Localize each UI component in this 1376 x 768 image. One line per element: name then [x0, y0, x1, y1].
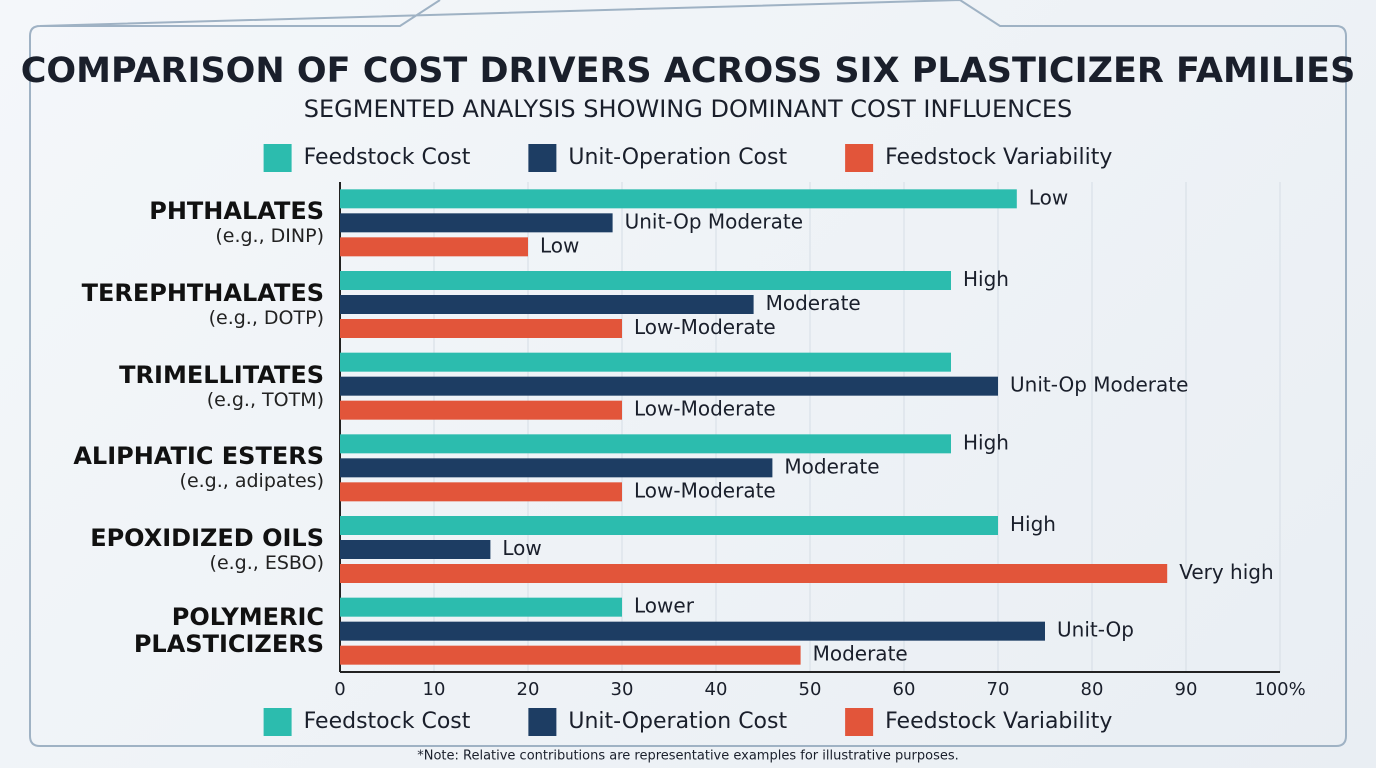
bar [340, 213, 613, 233]
bar [340, 376, 998, 396]
legend-swatch [528, 144, 557, 172]
category-label: POLYMERIC PLASTICIZERS [134, 604, 324, 658]
bar-label: Low-Moderate [634, 397, 776, 421]
bar [340, 400, 622, 420]
chart-title: COMPARISON OF COST DRIVERS ACROSS SIX PL… [21, 51, 1356, 91]
bar [340, 237, 528, 257]
category-note: (e.g., DOTP) [208, 307, 324, 329]
x-tick-label: 20 [517, 679, 540, 700]
x-tick-label: 80 [1081, 679, 1104, 700]
category-label: TEREPHTHALATES (e.g., DOTP) [81, 279, 324, 330]
bar-label: Lower [634, 594, 695, 618]
bar-label: Low-Moderate [634, 315, 776, 339]
x-tick-label: 40 [705, 679, 728, 700]
legend-swatch [263, 144, 292, 172]
bar [340, 482, 622, 502]
x-tick-label: 50 [799, 679, 822, 700]
x-tick-label: 0 [334, 679, 345, 700]
bar [340, 621, 1045, 641]
category-note: (e.g., TOTM) [206, 388, 324, 411]
category-note: (e.g., ESBO) [209, 552, 324, 574]
chart-subtitle: SEGMENTED ANALYSIS SHOWING DOMINANT COST… [304, 95, 1073, 123]
x-tick-label: 60 [893, 679, 916, 700]
bar-label: Very high [1179, 560, 1273, 584]
x-tick-label: 10 [423, 679, 446, 700]
category-name: TRIMELLITATES [119, 360, 324, 389]
bar-label: High [963, 267, 1009, 291]
bar [340, 189, 1017, 209]
bar-label: Low-Moderate [634, 478, 776, 502]
legend-label: Unit-Operation Cost [568, 145, 787, 170]
bar [340, 352, 951, 372]
footnote: *Note: Relative contributions are repres… [417, 749, 959, 764]
bar [340, 434, 951, 454]
legend-swatch [845, 708, 874, 736]
bar [340, 645, 801, 665]
category-note: (e.g., adipates) [179, 470, 324, 493]
legend-swatch [845, 144, 874, 172]
bar-label: Low [540, 233, 579, 257]
x-tick-label: 90 [1175, 679, 1198, 700]
bar-label: Low [1029, 185, 1068, 209]
bar [340, 458, 773, 478]
category-name: ALIPHATIC ESTERS [73, 442, 324, 471]
bar-label: Moderate [766, 291, 861, 315]
category-label: PHTHALATES (e.g., DINP) [149, 197, 324, 248]
bar-label: Unit-Op Moderate [625, 209, 803, 233]
category-name: POLYMERIC PLASTICIZERS [133, 603, 324, 659]
category-label: TRIMELLITATES (e.g., TOTM) [119, 360, 324, 411]
bar-label: Low [502, 536, 541, 560]
legend-swatch [528, 708, 557, 736]
bar-label: Unit-Op Moderate [1010, 373, 1188, 397]
bar [340, 597, 622, 617]
bar [340, 295, 754, 314]
category-name: TEREPHTHALATES [81, 279, 324, 307]
category-label: ALIPHATIC ESTERS (e.g., adipates) [73, 442, 324, 493]
legend-label: Feedstock Cost [304, 709, 471, 734]
category-note: (e.g., DINP) [215, 225, 324, 248]
frame [29, 0, 1347, 747]
x-tick-label: 100% [1254, 679, 1305, 700]
x-tick-label: 30 [611, 679, 634, 700]
legend-label: Feedstock Variability [885, 145, 1112, 170]
bar [340, 271, 951, 290]
bar [340, 564, 1168, 583]
bar [340, 319, 622, 338]
category-name: PHTHALATES [149, 197, 324, 226]
legend-label: Unit-Operation Cost [568, 709, 787, 734]
legend-label: Feedstock Variability [885, 709, 1112, 734]
category-name: EPOXIDIZED OILS [90, 524, 324, 552]
legend-label: Feedstock Cost [304, 145, 471, 170]
bar [340, 516, 998, 535]
bar-label: High [963, 430, 1009, 454]
bar [340, 540, 491, 559]
bar-label: Moderate [813, 642, 908, 666]
x-tick-label: 70 [987, 679, 1010, 700]
bar-label: Unit-Op [1057, 618, 1134, 642]
category-label: EPOXIDIZED OILS (e.g., ESBO) [90, 524, 324, 575]
bar-label: Moderate [784, 454, 879, 478]
bar-label: High [1010, 512, 1056, 536]
legend-swatch [263, 708, 292, 736]
